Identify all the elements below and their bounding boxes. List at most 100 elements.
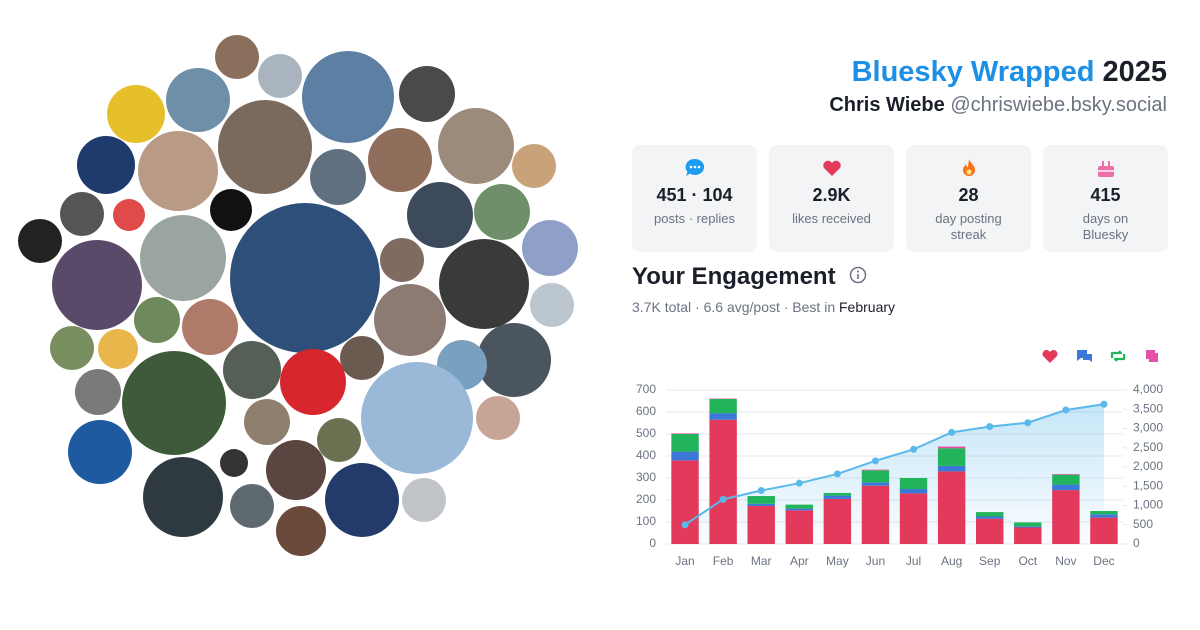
bar-segment (785, 504, 814, 509)
legend-icon[interactable] (1110, 350, 1126, 362)
legend-glyph (1146, 350, 1158, 362)
stat-icon (822, 160, 841, 176)
y-tick-label: 600 (636, 404, 656, 418)
best-month: February (839, 299, 896, 315)
bar-segment (899, 478, 928, 489)
avatar (276, 506, 326, 556)
legend-glyph (1077, 350, 1092, 362)
avatar (280, 349, 346, 415)
line-point (1100, 400, 1108, 408)
avatar (439, 239, 529, 329)
avatar (52, 240, 142, 330)
bar-segment (1014, 527, 1042, 544)
bar-segment (861, 482, 890, 486)
avatar (140, 215, 226, 301)
bar-segment (747, 496, 775, 504)
avatar (474, 184, 530, 240)
avatar (210, 189, 252, 231)
bar-segment (861, 485, 890, 544)
avatar (134, 297, 180, 343)
x-tick-label: Feb (713, 554, 734, 568)
avatar (218, 100, 312, 194)
bar-segment (747, 505, 775, 544)
x-tick-label: Jun (866, 554, 885, 568)
x-tick-label: Nov (1055, 554, 1076, 568)
bar-segment (709, 413, 737, 420)
bar-segment (861, 469, 890, 471)
stat-card: 415 days on Bluesky (1043, 145, 1168, 252)
avatar-cluster (18, 35, 578, 556)
stat-label: day posting streak (935, 211, 1002, 242)
y2-tick-label: 3,000 (1133, 421, 1163, 435)
avatar (399, 66, 455, 122)
x-tick-label: Jan (675, 554, 694, 568)
avatar (317, 418, 361, 462)
stat-value: 415 (1090, 185, 1121, 205)
avatar (230, 484, 274, 528)
bar-segment (785, 508, 814, 511)
legend-icon[interactable] (1042, 349, 1058, 363)
avatar (340, 336, 384, 380)
bar-segment (785, 510, 814, 544)
section-title: Your Engagement (632, 263, 868, 291)
bar-segment (975, 512, 1004, 517)
bar-segment (747, 503, 775, 506)
info-icon[interactable] (848, 265, 868, 285)
bar-segment (1014, 526, 1042, 528)
y-tick-label: 400 (636, 448, 656, 462)
bar-segment (861, 470, 890, 483)
user-handle: @chriswiebe.bsky.social (950, 94, 1167, 116)
stat-icon (962, 159, 975, 176)
avatar (380, 238, 424, 282)
avatar (476, 396, 520, 440)
y2-tick-label: 1,000 (1133, 498, 1163, 512)
line-point (757, 486, 765, 494)
title-year: 2025 (1102, 56, 1167, 88)
stat-label: likes received (792, 211, 871, 226)
bar-segment (709, 419, 737, 544)
bar-segment (1052, 490, 1080, 544)
avatar (122, 351, 226, 455)
y2-tick-label: 1,500 (1133, 478, 1163, 492)
avatar (374, 284, 446, 356)
bar-segment (709, 399, 737, 414)
line (684, 403, 1105, 526)
bar-segment (975, 516, 1004, 519)
bar-segment (975, 518, 1004, 544)
line-point (795, 479, 803, 487)
avatar (60, 192, 104, 236)
x-tick-label: Mar (751, 554, 772, 568)
y-tick-label: 0 (649, 536, 656, 550)
title: Bluesky Wrapped 2025 (852, 56, 1167, 89)
stat-value: 28 (958, 185, 979, 205)
avatar (266, 440, 326, 500)
avatar (522, 220, 578, 276)
x-tick-label: Aug (941, 554, 962, 568)
avatar (143, 457, 223, 537)
avatar (402, 478, 446, 522)
legend-icon[interactable] (1077, 350, 1092, 362)
y2-tick-label: 0 (1133, 536, 1140, 550)
legend-glyph (1042, 349, 1058, 363)
avatar (113, 199, 145, 231)
bar-segment (1014, 522, 1042, 527)
avatar (230, 203, 380, 353)
legend-icon[interactable] (1146, 350, 1158, 362)
bar-segment (671, 460, 699, 544)
x-tick-label: Oct (1018, 554, 1037, 568)
bar-segment (671, 434, 699, 452)
avatar (215, 35, 259, 79)
title-brand: Bluesky Wrapped (851, 56, 1095, 88)
avatar (244, 399, 290, 445)
stat-card: 2.9K likes received (769, 145, 894, 252)
user: Chris Wiebe @chriswiebe.bsky.social (829, 94, 1167, 117)
y2-tick-label: 500 (1133, 517, 1153, 531)
stat-icon (685, 158, 704, 176)
summary-text: 3.7K total · 6.6 avg/post · Best in (632, 299, 836, 315)
avatar (166, 68, 230, 132)
stat-card: 28 day posting streak (906, 145, 1031, 252)
line-point (719, 495, 727, 503)
stat-value: 2.9K (812, 185, 851, 205)
avatar (98, 329, 138, 369)
